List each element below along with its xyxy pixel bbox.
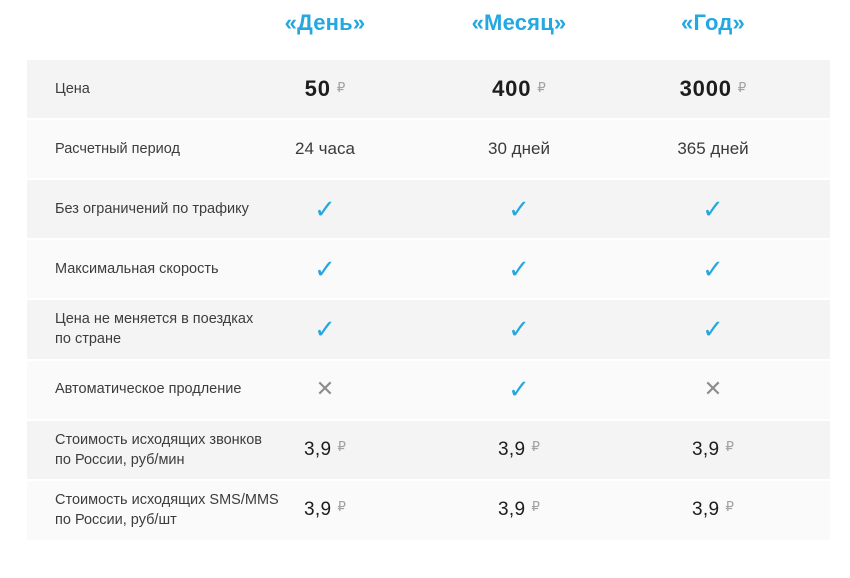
ruble-sign: ₽ — [531, 438, 540, 455]
value-cell: 50 ₽ — [228, 76, 422, 102]
value-cell: ✓ — [422, 196, 616, 223]
check-icon: ✓ — [508, 313, 530, 344]
value-cell: 3000 ₽ — [616, 76, 810, 102]
check-icon: ✓ — [508, 193, 530, 224]
value-cell: 3,9 ₽ — [422, 499, 616, 521]
row-label: Максимальная скорость — [55, 260, 219, 277]
table-row: Цена не меняется в поездках по стране ✓ ✓ ✓ — [27, 300, 830, 359]
table-row: Автоматическое продление ✕ ✓ ✕ — [27, 360, 830, 419]
value-cell: 3,9 ₽ — [228, 499, 422, 521]
price-value: 3,9 — [692, 499, 720, 521]
check-icon: ✓ — [314, 193, 336, 224]
row-label: Стоимость исходящих SMS/MMS по России, ру… — [55, 492, 279, 529]
cross-icon: ✕ — [315, 376, 335, 402]
price-value: 3,9 — [692, 438, 720, 460]
price-value: 3,9 — [304, 438, 332, 460]
check-icon: ✓ — [314, 313, 336, 344]
value-cell: ✓ — [422, 256, 616, 283]
price-value: 3,9 — [498, 438, 526, 460]
row-label: Автоматическое продление — [55, 381, 242, 398]
price-value: 50 — [304, 76, 331, 101]
table-row: Максимальная скорость ✓ ✓ ✓ — [27, 240, 830, 298]
price-value: 400 — [492, 76, 532, 101]
price-value: 3,9 — [498, 499, 526, 521]
value-cell: 365 дней — [616, 139, 810, 159]
ruble-sign: ₽ — [737, 80, 747, 96]
value-cell: ✓ — [422, 376, 616, 403]
ruble-sign: ₽ — [725, 438, 734, 455]
value-cell: ✓ — [228, 196, 422, 223]
table-row: Стоимость исходящих SMS/MMS по России, ру… — [27, 481, 830, 540]
ruble-sign: ₽ — [531, 499, 540, 516]
row-label: Цена не меняется в поездках по стране — [55, 311, 254, 348]
text-value: 24 часа — [295, 139, 355, 158]
ruble-sign: ₽ — [337, 499, 346, 516]
plan-name-day: «День» — [284, 10, 366, 35]
check-icon: ✓ — [314, 253, 336, 284]
value-cell: 24 часа — [228, 139, 422, 159]
table-body: Цена 50 ₽400 ₽3000 ₽ Расчетный период 24 часа 3… — [27, 60, 830, 540]
table-row: Расчетный период 24 часа 30 дней 365 дней — [27, 120, 830, 178]
plan-name-year: «Год» — [681, 10, 745, 35]
value-cell: 3,9 ₽ — [422, 439, 616, 461]
row-label: Стоимость исходящих звонков по России, ру… — [55, 431, 262, 468]
value-cell: 3,9 ₽ — [228, 439, 422, 461]
value-cell: ✓ — [616, 196, 810, 223]
ruble-sign: ₽ — [725, 499, 734, 516]
check-icon: ✓ — [508, 253, 530, 284]
table-row: Стоимость исходящих звонков по России, ру… — [27, 420, 830, 480]
value-cell: ✕ — [616, 378, 810, 401]
row-label: Расчетный период — [55, 140, 180, 157]
value-cell: 3,9 ₽ — [616, 499, 810, 521]
value-cell: ✓ — [228, 256, 422, 283]
value-cell: 3,9 ₽ — [616, 439, 810, 461]
value-cell: ✓ — [616, 316, 810, 343]
value-cell: ✕ — [228, 378, 422, 401]
check-icon: ✓ — [702, 253, 724, 284]
check-icon: ✓ — [508, 374, 530, 405]
value-cell: ✓ — [422, 316, 616, 343]
check-icon: ✓ — [702, 313, 724, 344]
text-value: 30 дней — [488, 139, 550, 158]
table-row: Без ограничений по трафику ✓ ✓ ✓ — [27, 180, 830, 238]
row-label: Цена — [55, 80, 90, 97]
check-icon: ✓ — [702, 193, 724, 224]
price-value: 3000 — [679, 76, 732, 101]
ruble-sign: ₽ — [537, 80, 546, 96]
value-cell: ✓ — [616, 256, 810, 283]
value-cell: ✓ — [228, 316, 422, 343]
ruble-sign: ₽ — [336, 80, 346, 96]
table-row: Цена 50 ₽400 ₽3000 ₽ — [27, 60, 830, 118]
ruble-sign: ₽ — [337, 438, 346, 455]
value-cell: 400 ₽ — [422, 76, 616, 102]
plan-name-month: «Месяц» — [471, 10, 567, 35]
row-label: Без ограничений по трафику — [55, 200, 249, 217]
tariff-comparison-table: «День» «Месяц» «Год» Цена 50 ₽400 ₽3000 ₽ Рас… — [27, 0, 830, 540]
cross-icon: ✕ — [703, 376, 723, 402]
price-value: 3,9 — [304, 499, 332, 521]
text-value: 365 дней — [677, 139, 749, 158]
value-cell: 30 дней — [422, 139, 616, 159]
plan-header-row: «День» «Месяц» «Год» — [27, 7, 830, 39]
